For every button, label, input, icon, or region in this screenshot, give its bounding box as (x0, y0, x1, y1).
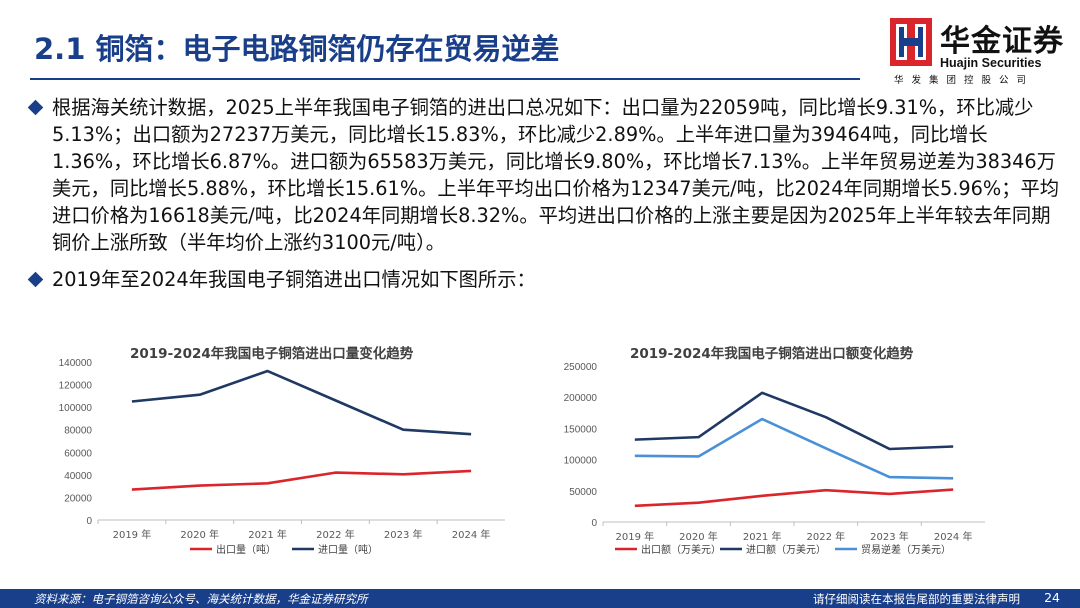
legend-label: 出口量（吨） (216, 543, 276, 556)
x-tick-label: 2019 年 (113, 528, 152, 541)
y-tick-label: 50000 (569, 487, 597, 498)
logo-english-name: Huajin Securities (940, 56, 1042, 70)
bullet-list: 根据海关统计数据，2025上半年我国电子铜箔的进出口总况如下：出口量为22059… (27, 94, 1068, 293)
diamond-bullet-icon (27, 99, 44, 116)
y-tick-label: 250000 (564, 362, 598, 373)
x-tick-label: 2022 年 (316, 528, 355, 541)
bullet-item: 2019年至2024年我国电子铜箔进出口情况如下图所示： (27, 266, 1068, 293)
y-tick-label: 20000 (64, 493, 92, 504)
legend-label: 贸易逆差（万美元） (861, 543, 951, 556)
page-title: 2.1 铜箔：电子电路铜箔仍存在贸易逆差 (34, 32, 560, 66)
x-tick-label: 2024 年 (934, 530, 973, 543)
series-line-0 (634, 488, 954, 508)
y-tick-label: 150000 (564, 424, 598, 435)
bullet-text: 2019年至2024年我国电子铜箔进出口情况如下图所示： (52, 268, 536, 291)
x-tick-label: 2023 年 (384, 528, 423, 541)
page-number: 24 (1044, 590, 1060, 605)
x-tick-label: 2022 年 (807, 530, 846, 543)
x-tick-label: 2024 年 (452, 528, 491, 541)
huajin-logo-icon (890, 18, 932, 66)
y-tick-label: 0 (591, 518, 597, 529)
legend-label: 进口额（万美元） (746, 543, 826, 556)
y-tick-label: 100000 (59, 403, 93, 414)
x-tick-label: 2021 年 (743, 530, 782, 543)
title-underline (30, 78, 860, 80)
company-logo: 华金证券 Huajin Securities 华发集团控股公司 (880, 12, 1070, 90)
logo-chinese-name: 华金证券 (940, 24, 1064, 59)
bullet-text: 根据海关统计数据，2025上半年我国电子铜箔的进出口总况如下：出口量为22059… (52, 96, 1060, 254)
x-tick-label: 2021 年 (248, 528, 287, 541)
bullet-item: 根据海关统计数据，2025上半年我国电子铜箔的进出口总况如下：出口量为22059… (27, 94, 1068, 256)
x-tick-label: 2020 年 (679, 530, 718, 543)
legend-label: 出口额（万美元） (641, 543, 721, 556)
y-tick-label: 200000 (564, 393, 598, 404)
value-chart: 2019-2024年我国电子铜箔进出口额变化趋势 0 50000 100000 1500… (545, 340, 995, 575)
volume-chart: 2019-2024年我国电子铜箔进出口量变化趋势 0 20000 40000 60000… (30, 340, 520, 575)
x-tick-label: 2020 年 (180, 528, 219, 541)
legend-label: 进口量（吨） (318, 543, 378, 556)
series-line-1 (131, 369, 472, 436)
legal-disclaimer: 请仔细阅读在本报告尾部的重要法律声明 (813, 592, 1020, 606)
series-line-1 (634, 391, 954, 451)
logo-subtitle: 华发集团控股公司 (894, 75, 1035, 86)
y-tick-label: 100000 (564, 456, 598, 467)
x-tick-label: 2023 年 (870, 530, 909, 543)
diamond-bullet-icon (27, 271, 44, 288)
footer-bar: 资料来源：电子铜箔咨询公众号、海关统计数据，华金证券研究所 请仔细阅读在本报告尾… (0, 589, 1080, 608)
y-tick-label: 120000 (59, 381, 93, 392)
x-tick-label: 2019 年 (616, 530, 655, 543)
y-tick-label: 60000 (64, 448, 92, 459)
y-tick-label: 80000 (64, 426, 92, 437)
series-line-0 (131, 469, 472, 491)
chart-svg: 2019-2024年我国电子铜箔进出口额变化趋势 0 50000 100000 1500… (564, 345, 985, 556)
y-tick-label: 0 (86, 516, 92, 527)
y-tick-label: 140000 (59, 358, 93, 369)
chart-svg: 2019-2024年我国电子铜箔进出口量变化趋势 0 20000 40000 60000… (59, 345, 505, 556)
chart-title: 2019-2024年我国电子铜箔进出口量变化趋势 (130, 345, 414, 362)
series-line-2 (634, 417, 954, 480)
chart-title: 2019-2024年我国电子铜箔进出口额变化趋势 (630, 345, 914, 362)
source-note: 资料来源：电子铜箔咨询公众号、海关统计数据，华金证券研究所 (34, 592, 368, 606)
y-tick-label: 40000 (64, 471, 92, 482)
